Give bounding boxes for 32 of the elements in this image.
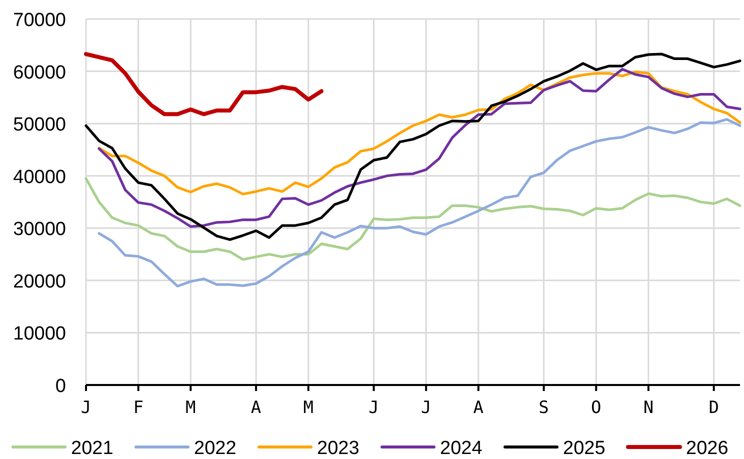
legend-label: 2023 <box>317 438 360 459</box>
line-series <box>84 52 324 116</box>
y-tick-label: 10000 <box>13 324 66 345</box>
x-tick-label: S <box>538 398 549 418</box>
y-tick-label: 60000 <box>13 62 66 84</box>
legend-label: 2026 <box>686 438 728 459</box>
legend-label: 2022 <box>194 438 236 459</box>
x-tick-label: M <box>303 398 314 418</box>
y-tick-label: 50000 <box>13 114 66 136</box>
x-tick-label: J <box>420 398 432 418</box>
legend-label: 2024 <box>440 438 483 459</box>
x-tick-label: D <box>708 398 719 418</box>
legend-label: 2021 <box>71 438 114 459</box>
line-series <box>98 68 742 228</box>
y-tick-label: 30000 <box>13 219 66 240</box>
x-tick-label: J <box>80 398 92 418</box>
line-series <box>84 177 742 261</box>
y-tick-label: 20000 <box>13 271 66 292</box>
line-series <box>98 70 742 196</box>
x-tick-label: A <box>250 398 262 418</box>
x-tick-label: O <box>590 398 602 418</box>
x-tick-label: F <box>133 398 144 418</box>
x-tick-label: M <box>186 398 196 418</box>
x-tick-label: N <box>643 398 654 418</box>
y-tick-label: 0 <box>55 376 66 397</box>
y-tick-label: 70000 <box>13 10 66 31</box>
legend-label: 2025 <box>563 438 606 459</box>
x-tick-label: J <box>368 398 379 418</box>
y-tick-label: 40000 <box>13 166 66 188</box>
x-tick-label: A <box>473 398 484 418</box>
line-series <box>84 52 742 241</box>
line-series <box>98 118 742 288</box>
